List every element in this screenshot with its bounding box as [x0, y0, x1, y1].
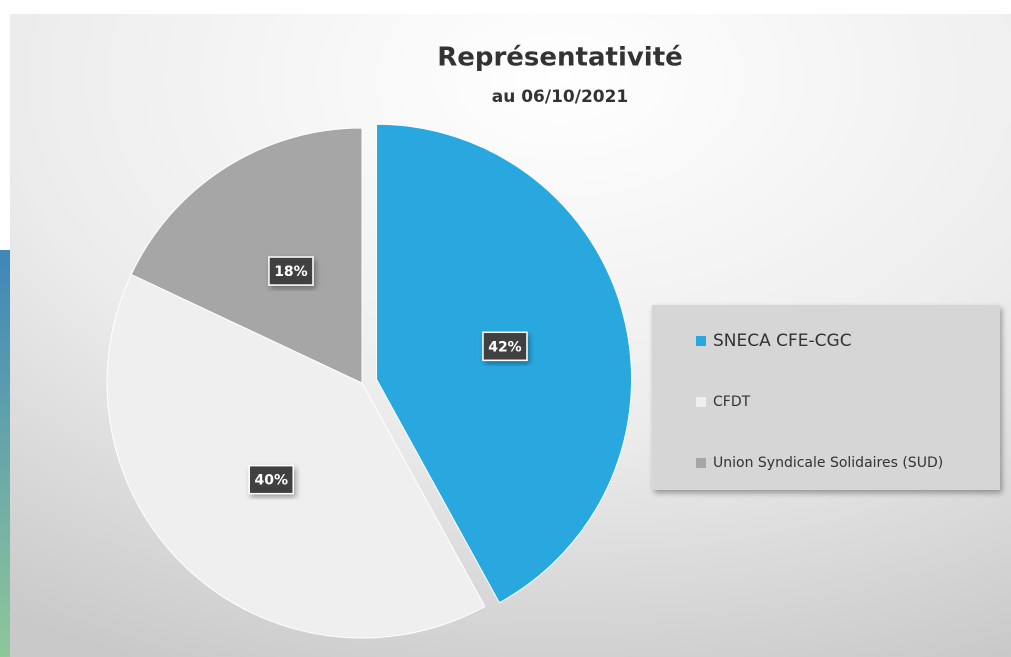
legend-swatch [696, 458, 706, 468]
legend-label: CFDT [713, 394, 751, 410]
legend-swatch [696, 397, 706, 407]
pie-slice [130, 127, 363, 384]
legend-label: SNECA CFE-CGC [713, 331, 852, 351]
legend-box [652, 305, 1000, 490]
data-label-box [482, 331, 528, 362]
data-label: 42% [488, 339, 522, 355]
pie: 42% 40% 18% [106, 123, 632, 639]
pie-slice [376, 123, 632, 604]
side-strip [0, 250, 12, 657]
legend: SNECA CFE-CGC CFDT Union Syndicale Solidai… [696, 331, 943, 471]
data-label-box [248, 464, 294, 495]
legend-swatch [696, 336, 706, 346]
legend-label: Union Syndicale Solidaires (SUD) [713, 455, 943, 471]
data-label: 18% [274, 264, 308, 280]
data-label: 40% [254, 473, 288, 489]
pie-slice [106, 273, 486, 639]
chart-title: Représentativité [437, 43, 683, 73]
chart-subtitle: au 06/10/2021 [492, 87, 629, 107]
data-label-box [268, 256, 314, 286]
